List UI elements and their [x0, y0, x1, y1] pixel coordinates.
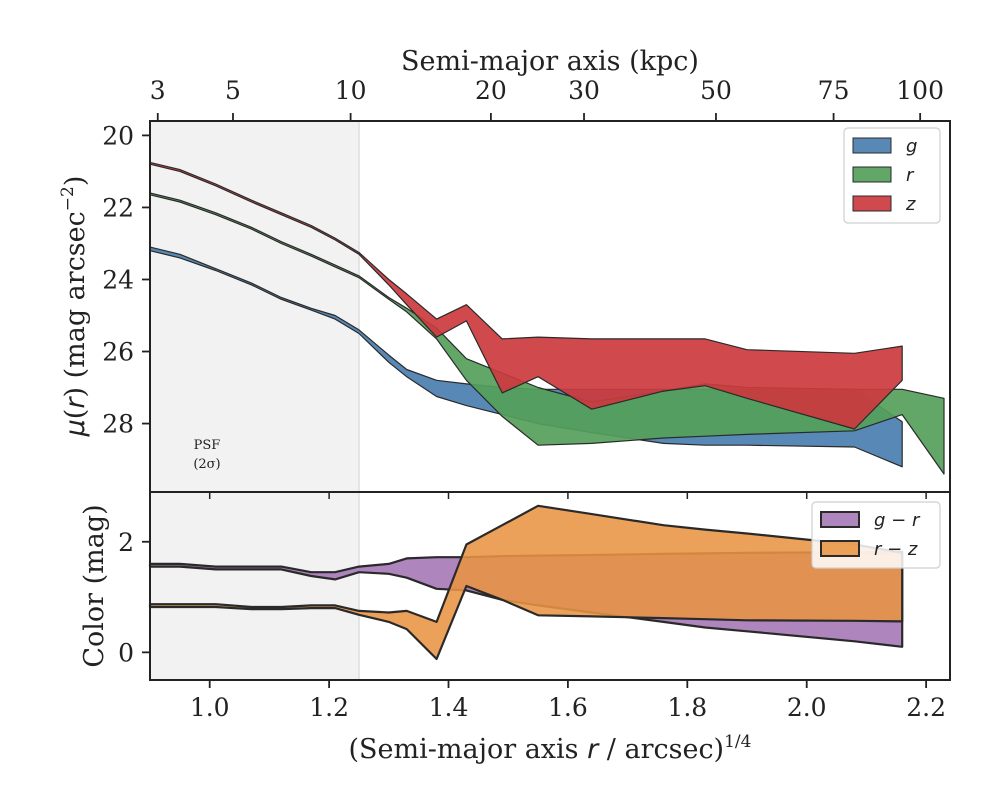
mu-band-z: [149, 161, 903, 430]
bottom-panel-frame: [149, 491, 951, 681]
axis-ticks: 20 22 24 26 28 3 5 10 20 30 50 75 100 0 2 1.0 1.2 1.4 1.6 1…: [102, 76, 946, 722]
top-panel-series: [149, 161, 945, 475]
x-tick-label: 1.8: [667, 693, 707, 722]
mu-band-r: [149, 192, 945, 475]
psf-label-line2: (2σ): [193, 457, 220, 472]
y-tick-label: 26: [102, 338, 134, 367]
mu-legend-label-r: r: [906, 165, 915, 186]
mu-legend-swatch-z: [852, 195, 892, 212]
color-band-rz: [148, 504, 904, 661]
color-y-tick-label: 2: [118, 528, 134, 557]
top-x-tick-label: 20: [475, 76, 507, 105]
y-tick-label: 24: [102, 265, 134, 294]
x-tick-label: 2.0: [787, 693, 827, 722]
x-tick-label: 1.2: [309, 693, 349, 722]
legends: grz g − r r − z: [811, 127, 941, 569]
top-x-tick-label: 10: [335, 76, 367, 105]
top-x-tick-label: 30: [568, 76, 600, 105]
mu-legend-label-g: g: [906, 136, 917, 157]
x-tick-label: 2.2: [906, 693, 946, 722]
bottom-x-axis-title: (Semi-major axis r / arcsec)1/4: [349, 732, 752, 765]
x-tick-label: 1.6: [548, 693, 588, 722]
y-tick-label: 22: [102, 193, 134, 222]
color-legend-label-rz: r − z: [874, 539, 918, 560]
y-tick-label: 20: [102, 121, 134, 150]
top-x-tick-label: 75: [818, 76, 850, 105]
color-legend-swatch-gr: [820, 511, 860, 528]
psf-region-top: [150, 121, 359, 492]
bottom-y-axis-title: Color (mag): [79, 504, 110, 667]
color-legend-label-gr: g − r: [874, 510, 921, 531]
top-x-tick-label: 50: [700, 76, 732, 105]
color-legend-swatch-rz: [820, 540, 860, 557]
top-x-tick-label: 5: [225, 76, 241, 105]
top-x-tick-label: 100: [896, 76, 944, 105]
top-x-tick-label: 3: [150, 76, 166, 105]
mu-legend-swatch-g: [852, 137, 892, 154]
mu-legend-label-z: z: [905, 194, 916, 215]
x-tick-label: 1.4: [429, 693, 469, 722]
bottom-panel-series: [148, 504, 904, 661]
x-tick-label: 1.0: [190, 693, 230, 722]
color-y-tick-label: 0: [118, 638, 134, 667]
top-x-axis-title: Semi-major axis (kpc): [401, 46, 699, 77]
top-y-axis-title: μ(r) (mag arcsec−2): [58, 176, 91, 438]
mu-legend-swatch-r: [852, 166, 892, 183]
psf-region-bottom: [150, 492, 359, 680]
y-tick-label: 28: [102, 410, 134, 439]
psf-label-line1: PSF: [194, 438, 221, 453]
